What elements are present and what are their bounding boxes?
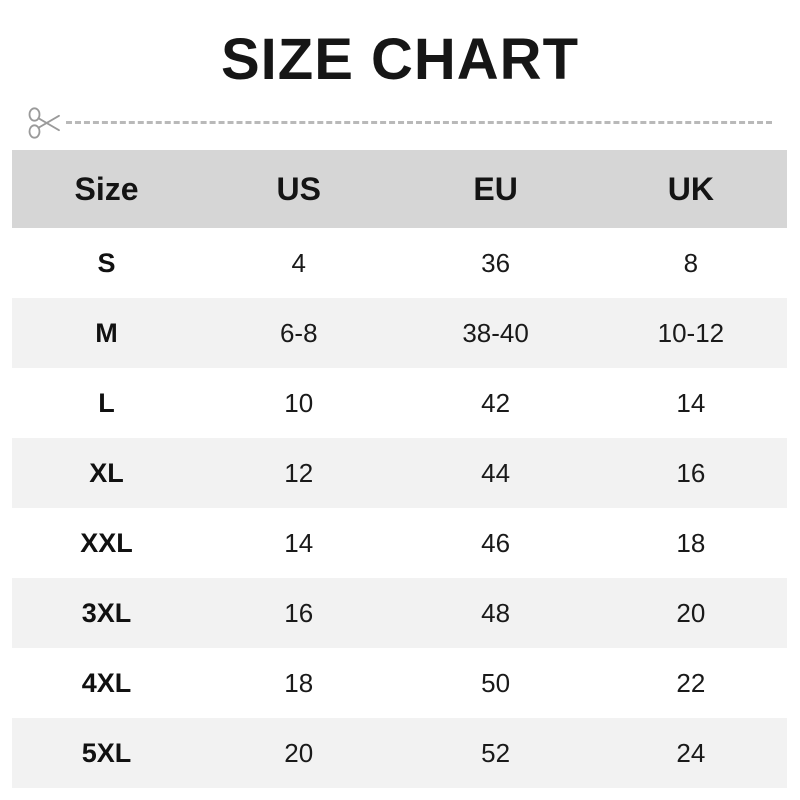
table-row: L 10 42 14	[12, 368, 787, 438]
table-row: 3XL 16 48 20	[12, 578, 787, 648]
cell-eu: 50	[396, 648, 595, 718]
cell-uk: 24	[594, 718, 787, 788]
cell-us: 12	[201, 438, 397, 508]
cell-us: 6-8	[201, 298, 397, 368]
cell-uk: 22	[594, 648, 787, 718]
cell-us: 16	[201, 578, 397, 648]
cell-eu: 44	[396, 438, 595, 508]
page-title: SIZE CHART	[221, 27, 579, 92]
table-row: XXL 14 46 18	[12, 508, 787, 578]
table-row: M 6-8 38-40 10-12	[12, 298, 787, 368]
cell-size: L	[12, 368, 202, 438]
cell-eu: 48	[396, 578, 595, 648]
cell-uk: 20	[594, 578, 787, 648]
cell-eu: 42	[396, 368, 595, 438]
cell-us: 20	[201, 718, 397, 788]
cell-size: XXL	[12, 508, 202, 578]
table-row: 5XL 20 52 24	[12, 718, 787, 788]
cell-uk: 16	[594, 438, 787, 508]
cell-eu: 46	[396, 508, 595, 578]
cell-us: 4	[201, 228, 397, 298]
cell-eu: 36	[396, 228, 595, 298]
column-header-eu: EU	[396, 150, 595, 228]
column-header-uk: UK	[594, 150, 787, 228]
table-row: S 4 36 8	[12, 228, 787, 298]
cell-us: 14	[201, 508, 397, 578]
cell-size: XL	[12, 438, 202, 508]
cell-uk: 8	[594, 228, 787, 298]
cell-size: 5XL	[12, 718, 202, 788]
size-chart-table: Size US EU UK S 4 36 8 M 6-8 38-40 10-12…	[12, 150, 787, 788]
scissors-icon	[26, 105, 66, 141]
cell-size: 3XL	[12, 578, 202, 648]
dashed-cut-line	[66, 121, 772, 124]
cell-uk: 14	[594, 368, 787, 438]
cell-eu: 38-40	[396, 298, 595, 368]
table-header-row: Size US EU UK	[12, 150, 787, 228]
cell-size: M	[12, 298, 202, 368]
cell-us: 18	[201, 648, 397, 718]
table-row: 4XL 18 50 22	[12, 648, 787, 718]
table-row: XL 12 44 16	[12, 438, 787, 508]
cell-size: S	[12, 228, 202, 298]
cell-eu: 52	[396, 718, 595, 788]
cell-size: 4XL	[12, 648, 202, 718]
cut-line	[18, 103, 778, 141]
cell-us: 10	[201, 368, 397, 438]
column-header-size: Size	[12, 150, 202, 228]
cell-uk: 10-12	[594, 298, 787, 368]
column-header-us: US	[201, 150, 397, 228]
cell-uk: 18	[594, 508, 787, 578]
